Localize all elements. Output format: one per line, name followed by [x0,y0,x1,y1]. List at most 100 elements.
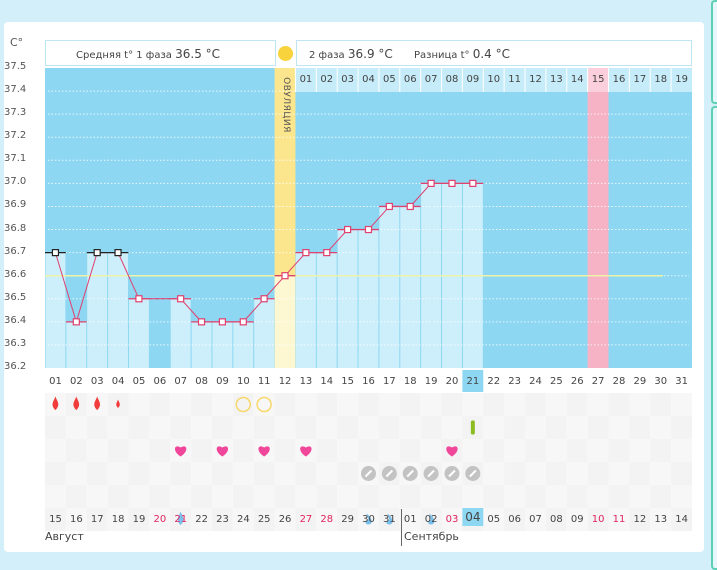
temperature-point[interactable] [281,272,289,280]
x-day-label[interactable]: 29 [633,376,647,387]
test-strip-icon[interactable] [470,420,475,435]
x-day-label[interactable]: 17 [383,376,396,387]
x-day-label[interactable]: 31 [675,376,688,387]
calendar-date[interactable]: 16 [69,514,83,525]
x-day-label[interactable]: 30 [654,376,668,387]
x-day-label[interactable]: 03 [90,376,104,387]
heart-icon[interactable] [300,446,312,457]
calendar-date[interactable]: 27 [299,514,313,525]
calendar-date[interactable]: 31 [383,514,396,525]
x-day-label[interactable]: 26 [570,376,584,387]
x-day-label[interactable]: 02 [69,376,83,387]
calendar-date[interactable]: 21 [174,514,188,525]
x-day-label[interactable]: 06 [153,376,167,387]
x-day-label[interactable]: 09 [216,376,229,387]
heart-icon[interactable] [174,446,187,457]
calendar-date[interactable]: 13 [654,514,668,525]
x-day-label[interactable]: 19 [424,376,438,387]
x-day-label[interactable]: 24 [529,376,542,387]
calendar-date[interactable]: 24 [236,514,250,525]
x-day-label[interactable]: 12 [278,376,292,387]
calendar-date[interactable]: 22 [195,514,208,525]
temperature-point[interactable] [51,249,60,257]
x-day-label[interactable]: 18 [403,376,417,387]
x-day-label[interactable]: 28 [612,376,626,387]
x-day-label[interactable]: 23 [508,376,521,387]
temperature-point[interactable] [114,249,122,257]
heart-icon[interactable] [446,446,458,457]
calendar-date[interactable]: 29 [341,514,355,525]
temperature-point[interactable] [197,318,206,326]
temperature-point[interactable] [469,179,477,187]
calendar-date[interactable]: 12 [633,514,647,525]
circle-marker-icon[interactable] [235,396,252,413]
temperature-point[interactable] [364,225,373,234]
calendar-date[interactable]: 30 [362,514,375,525]
x-day-label[interactable]: 21 [466,376,480,387]
discharge-drop-icon[interactable] [428,513,435,525]
x-day-label[interactable]: 22 [487,376,501,387]
calendar-date[interactable]: 23 [216,514,229,525]
x-day-label[interactable]: 15 [341,376,355,387]
x-day-label[interactable]: 25 [550,376,563,387]
calendar-date[interactable]: 03 [445,514,459,525]
x-day-label[interactable]: 20 [445,376,459,387]
temperature-point[interactable] [448,179,456,187]
calendar-date[interactable]: 02 [424,514,438,525]
calendar-date[interactable]: 26 [278,514,292,525]
blood-drop-icon[interactable] [73,396,80,411]
calendar-date[interactable]: 11 [612,514,626,525]
calendar-date[interactable]: 28 [320,514,334,525]
calendar-date[interactable]: 07 [529,514,542,525]
x-day-label[interactable]: 07 [174,376,188,387]
highlight-day-column[interactable] [587,68,609,368]
x-day-label[interactable]: 11 [257,376,271,387]
calendar-date[interactable]: 18 [111,514,125,525]
x-day-label[interactable]: 27 [591,376,605,387]
blood-drop-icon[interactable] [94,396,101,411]
calendar-date[interactable]: 19 [132,514,146,525]
circle-marker-icon[interactable] [256,396,272,413]
temperature-point[interactable] [260,295,268,303]
x-day-label[interactable]: 04 [111,376,125,387]
temperature-point[interactable] [177,295,185,303]
x-day-label[interactable]: 13 [299,376,313,387]
calendar-date[interactable]: 17 [90,514,104,525]
heart-icon[interactable] [216,446,229,457]
blood-drop-icon[interactable] [52,396,59,411]
x-day-label[interactable]: 14 [320,376,334,387]
calendar-date[interactable]: 09 [570,514,584,525]
temperature-point[interactable] [93,249,101,257]
temperature-point[interactable] [344,225,352,234]
temperature-point[interactable] [427,179,435,187]
blood-drop-icon[interactable] [116,399,120,409]
temperature-point[interactable] [323,249,331,257]
calendar-date[interactable]: 15 [49,514,62,525]
calendar-date[interactable]: 25 [257,514,271,525]
calendar-date[interactable]: 06 [508,514,521,525]
x-day-label[interactable]: 16 [362,376,375,387]
ovulation-column[interactable]: ОВУЛЯЦИЯ [276,70,296,150]
calendar-date[interactable]: 01 [403,514,417,525]
calendar-date[interactable]: 08 [550,514,563,525]
temperature-point[interactable] [218,318,226,326]
x-day-label[interactable]: 08 [195,376,208,387]
calendar-date[interactable]: 05 [487,514,501,525]
discharge-drop-icon[interactable] [177,511,184,526]
temperature-point[interactable] [385,202,393,211]
calendar-date[interactable]: 10 [591,514,605,525]
calendar-date[interactable]: 20 [153,514,167,525]
x-day-label[interactable]: 05 [132,376,146,387]
calendar-date[interactable]: 04 [465,510,481,524]
discharge-drop-icon[interactable] [386,513,393,525]
temperature-point[interactable] [135,295,143,303]
x-day-label[interactable]: 01 [49,376,62,387]
temperature-point[interactable] [72,318,80,326]
calendar-date[interactable]: 14 [675,514,688,525]
x-day-label[interactable]: 10 [236,376,250,387]
temperature-point[interactable] [239,318,247,326]
heart-icon[interactable] [258,446,270,457]
discharge-drop-icon[interactable] [365,513,372,525]
side-panel-tab[interactable] [711,0,717,104]
temperature-point[interactable] [302,249,310,257]
